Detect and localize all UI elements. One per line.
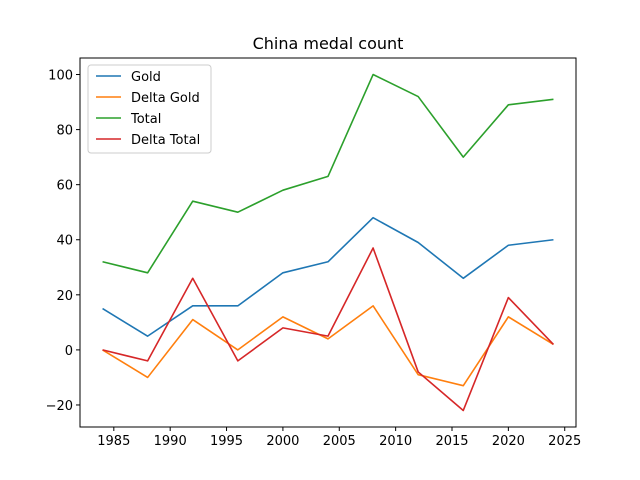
plot-area: 1985 1990 1995 2000 2005 2010 2015 2020 2025 −20 0… (46, 69, 582, 449)
legend-label: Delta Total (131, 133, 200, 148)
series-line-gold (102, 216, 554, 337)
legend-label: Total (130, 112, 161, 127)
x-tick-label: 2010 (379, 434, 412, 449)
y-tick-label: 0 (65, 344, 73, 359)
y-tick-label: 60 (56, 179, 73, 194)
axes-frame (79, 57, 577, 428)
legend-box (87, 64, 212, 154)
legend-label: Gold (131, 70, 161, 85)
x-tick-label: 2020 (492, 434, 525, 449)
y-tick-label: 100 (48, 69, 73, 84)
chart-title: China medal count (253, 34, 404, 53)
x-tick-label: 2015 (435, 434, 468, 449)
y-tick-label: 20 (56, 289, 73, 304)
series-line-delta-total (102, 247, 555, 412)
legend-label: Delta Gold (131, 91, 200, 106)
x-tick-label: 2005 (323, 434, 356, 449)
series-line-total (102, 73, 554, 274)
x-tick-label: 1985 (97, 434, 130, 449)
y-tick-label: −20 (46, 399, 73, 414)
y-tick-label: 40 (56, 234, 73, 249)
y-tick-label: 80 (56, 124, 73, 139)
legend: Gold Delta Gold Total Delta Total (87, 64, 212, 154)
series-line-delta-gold (102, 305, 554, 387)
x-tick-label: 1995 (210, 434, 243, 449)
x-tick-label: 1990 (154, 434, 187, 449)
x-tick-label: 2025 (548, 434, 581, 449)
x-tick-label: 2000 (266, 434, 299, 449)
